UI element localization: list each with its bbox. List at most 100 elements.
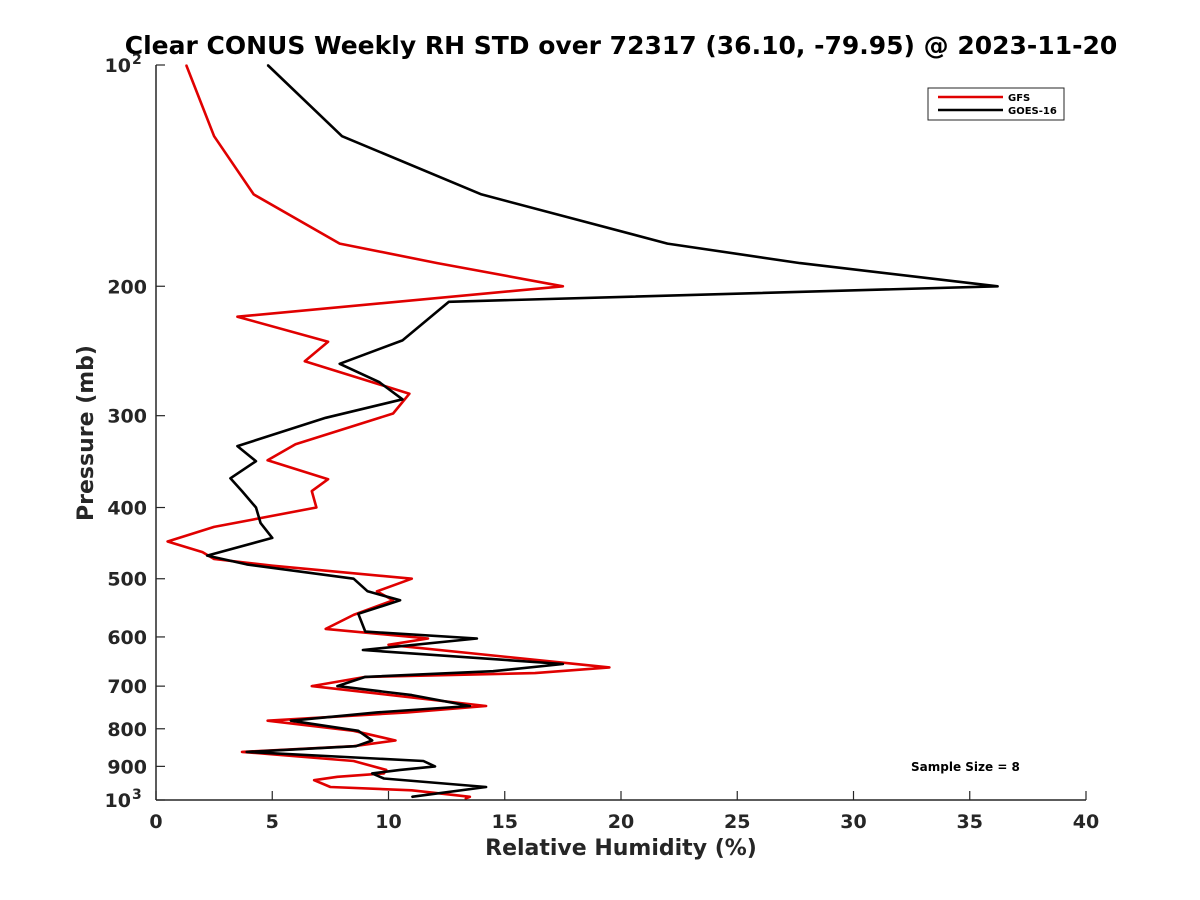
legend-label-goes16: GOES-16 [1008, 106, 1057, 117]
data-point-goes-16-27 [362, 649, 364, 651]
data-point-gfs-2 [252, 193, 255, 196]
x-tick-label: 40 [1073, 811, 1099, 833]
series-points-gfs [166, 64, 611, 800]
data-point-goes-16-1 [341, 135, 343, 138]
data-point-gfs-43 [313, 779, 315, 782]
data-point-goes-16-20 [245, 563, 248, 566]
data-point-gfs-4 [436, 262, 439, 264]
y-tick-label: 300 [107, 406, 147, 428]
data-point-goes-16-40 [422, 760, 425, 762]
data-point-goes-16-35 [290, 719, 292, 722]
data-point-gfs-14 [310, 490, 313, 492]
data-point-goes-16-22 [366, 590, 369, 593]
data-point-gfs-39 [352, 760, 355, 762]
data-point-gfs-11 [294, 443, 297, 445]
data-point-gfs-9 [408, 392, 411, 395]
y-tick-label: 900 [107, 756, 147, 778]
legend-box [927, 87, 1065, 121]
data-point-goes-16-18 [271, 537, 274, 539]
data-point-gfs-18 [201, 551, 204, 553]
data-point-gfs-20 [271, 564, 274, 567]
data-point-goes-16-21 [352, 577, 355, 580]
data-point-gfs-0 [185, 64, 188, 66]
data-point-gfs-5 [562, 285, 564, 288]
data-point-goes-16-19 [206, 554, 208, 557]
data-point-gfs-45 [410, 789, 413, 792]
data-point-gfs-29 [534, 672, 536, 674]
x-tick-label: 35 [957, 811, 983, 833]
y-tick-label: 10 [105, 55, 131, 77]
data-point-goes-16-10 [401, 398, 404, 401]
data-point-goes-16-29 [492, 670, 494, 673]
data-point-goes-16-43 [371, 772, 374, 775]
y-tick-label: 800 [107, 719, 147, 741]
y-tick-label: 10 [105, 790, 131, 812]
data-point-goes-16-7 [401, 339, 404, 342]
data-point-gfs-32 [485, 705, 487, 707]
data-point-gfs-6 [236, 315, 239, 318]
data-point-gfs-19 [213, 558, 215, 560]
data-point-gfs-47 [464, 797, 467, 800]
data-point-goes-16-3 [666, 242, 669, 245]
series-points-goes-16 [206, 64, 999, 798]
data-point-goes-16-15 [241, 490, 243, 492]
data-point-goes-16-46 [410, 795, 413, 798]
y-tick-label: 200 [107, 276, 147, 298]
sample-size-annotation: Sample Size = 8 [911, 760, 1020, 774]
data-point-goes-16-12 [236, 445, 239, 447]
data-point-goes-16-30 [364, 676, 367, 678]
data-point-gfs-7 [327, 340, 329, 343]
data-point-goes-16-2 [480, 193, 483, 196]
chart-title: Clear CONUS Weekly RH STD over 72317 (36… [125, 31, 1118, 60]
data-point-gfs-26 [427, 637, 429, 640]
y-axis-label: Pressure (mb) [74, 345, 99, 521]
data-point-goes-16-16 [255, 506, 257, 509]
x-tick-label: 25 [724, 811, 750, 833]
data-point-goes-16-34 [376, 711, 378, 714]
data-point-goes-16-31 [336, 685, 339, 687]
data-point-goes-16-25 [364, 630, 367, 633]
x-axis-label: Relative Humidity (%) [485, 836, 757, 861]
data-point-goes-16-28 [562, 663, 564, 665]
data-point-gfs-33 [406, 711, 408, 714]
data-point-gfs-17 [166, 540, 169, 543]
data-point-goes-16-26 [476, 637, 478, 640]
y-tick-label: 500 [107, 569, 147, 591]
data-point-gfs-42 [336, 776, 339, 778]
data-point-gfs-34 [266, 719, 269, 722]
data-point-gfs-13 [327, 478, 329, 480]
y-tick-exponent: 3 [132, 787, 142, 803]
data-point-goes-16-11 [324, 417, 327, 419]
data-point-goes-16-37 [371, 739, 374, 742]
x-tick-label: 15 [492, 811, 518, 833]
data-point-gfs-38 [241, 751, 243, 753]
data-point-gfs-28 [608, 666, 611, 669]
y-tick-label: 400 [107, 498, 147, 520]
data-point-goes-16-39 [245, 751, 248, 753]
data-point-goes-16-0 [266, 64, 269, 66]
legend: GFS GOES-16 [927, 87, 1065, 121]
data-point-goes-16-5 [996, 285, 999, 288]
data-point-goes-16-9 [378, 381, 381, 383]
data-point-goes-16-24 [357, 612, 360, 615]
data-point-goes-16-32 [410, 694, 413, 696]
legend-label-gfs: GFS [1008, 93, 1030, 104]
data-point-gfs-22 [376, 590, 378, 593]
data-point-gfs-16 [213, 526, 215, 528]
data-point-gfs-15 [315, 506, 318, 509]
data-point-gfs-46 [469, 795, 471, 798]
data-point-goes-16-17 [259, 522, 262, 524]
series-line-gfs [166, 64, 611, 800]
data-point-gfs-1 [213, 135, 215, 138]
data-point-goes-16-4 [799, 262, 801, 264]
y-tick-exponent: 2 [132, 52, 142, 68]
data-point-gfs-25 [324, 628, 327, 630]
data-point-goes-16-23 [399, 599, 401, 602]
x-axis-ticks: 0 5 10 15 20 25 30 35 40 [149, 791, 1099, 833]
data-point-gfs-21 [410, 577, 413, 580]
data-point-gfs-44 [329, 786, 332, 788]
y-tick-label: 600 [107, 627, 147, 649]
x-tick-label: 30 [840, 811, 866, 833]
